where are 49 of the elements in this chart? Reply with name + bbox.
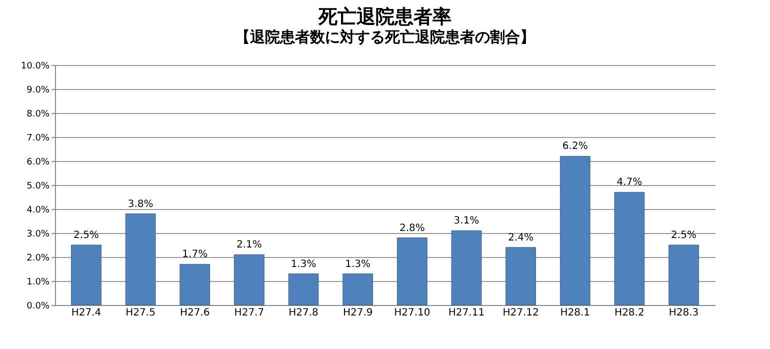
data-label: 2.5% <box>74 230 99 241</box>
x-tick-label: H27.6 <box>180 308 210 318</box>
y-tick-label: 0.0% <box>26 302 50 312</box>
data-label: 1.3% <box>345 258 371 270</box>
data-label: 3.8% <box>128 198 154 210</box>
data-label: 4.7% <box>616 177 642 188</box>
bar <box>668 244 699 306</box>
x-tick-label: H28.3 <box>668 308 699 318</box>
x-tick-label: H27.10 <box>394 308 430 318</box>
y-tick-label: 3.0% <box>26 230 50 240</box>
bar <box>71 244 102 306</box>
x-tick-label: H27.8 <box>288 308 318 318</box>
chart-subtitle: 【退院患者数に対する死亡退院患者の割合】 <box>235 28 535 46</box>
x-tick-label: H27.9 <box>342 308 373 318</box>
data-label: 2.1% <box>236 240 262 251</box>
data-label: 2.4% <box>508 232 534 244</box>
x-tick-label: H28.2 <box>614 308 644 318</box>
y-tick-label: 8.0% <box>26 110 50 120</box>
data-label: 6.2% <box>562 141 588 152</box>
data-label: 2.5% <box>671 230 696 241</box>
y-tick-label: 10.0% <box>20 62 50 72</box>
y-tick-label: 2.0% <box>26 254 50 264</box>
x-tick-label: H27.5 <box>126 308 156 318</box>
bar <box>506 247 536 306</box>
bar <box>451 230 482 306</box>
x-tick-label: H27.4 <box>71 308 102 318</box>
bar <box>560 156 590 306</box>
y-tick-label: 7.0% <box>26 134 50 144</box>
data-label: 1.3% <box>290 258 316 270</box>
x-tick-label: H28.1 <box>560 308 590 318</box>
chart-title: 死亡退院患者率 <box>318 6 452 28</box>
data-label: 2.8% <box>399 222 425 234</box>
x-tick-label: H27.11 <box>448 308 485 318</box>
bar <box>614 192 645 306</box>
bar <box>234 254 264 306</box>
bar <box>288 274 319 306</box>
x-tick-label: H27.7 <box>234 308 264 318</box>
data-label: 1.7% <box>182 249 208 260</box>
bar <box>125 214 156 306</box>
y-tick-label: 1.0% <box>26 278 50 288</box>
y-tick-label: 4.0% <box>26 206 50 216</box>
y-tick-label: 9.0% <box>26 86 50 96</box>
bar <box>396 238 428 306</box>
x-tick-label: H27.12 <box>502 308 539 318</box>
y-tick-label: 5.0% <box>26 182 50 192</box>
bar <box>180 264 210 306</box>
data-label: 3.1% <box>454 216 480 227</box>
bar <box>342 274 374 306</box>
y-tick-label: 6.0% <box>26 158 50 168</box>
